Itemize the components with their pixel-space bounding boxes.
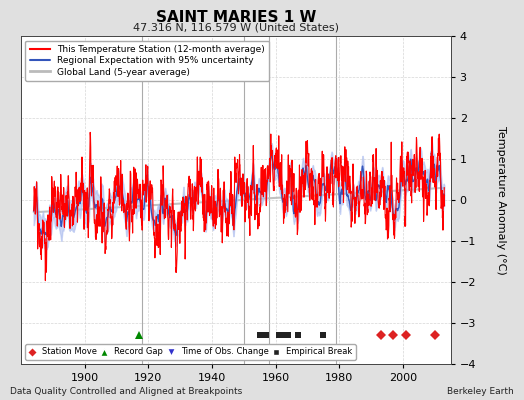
Legend: Station Move, Record Gap, Time of Obs. Change, Empirical Break: Station Move, Record Gap, Time of Obs. C… (25, 344, 356, 360)
Text: Berkeley Earth: Berkeley Earth (447, 387, 514, 396)
Text: SAINT MARIES 1 W: SAINT MARIES 1 W (156, 10, 316, 25)
Text: 47.316 N, 116.579 W (United States): 47.316 N, 116.579 W (United States) (133, 22, 339, 32)
Text: Data Quality Controlled and Aligned at Breakpoints: Data Quality Controlled and Aligned at B… (10, 387, 243, 396)
Y-axis label: Temperature Anomaly (°C): Temperature Anomaly (°C) (496, 126, 506, 274)
